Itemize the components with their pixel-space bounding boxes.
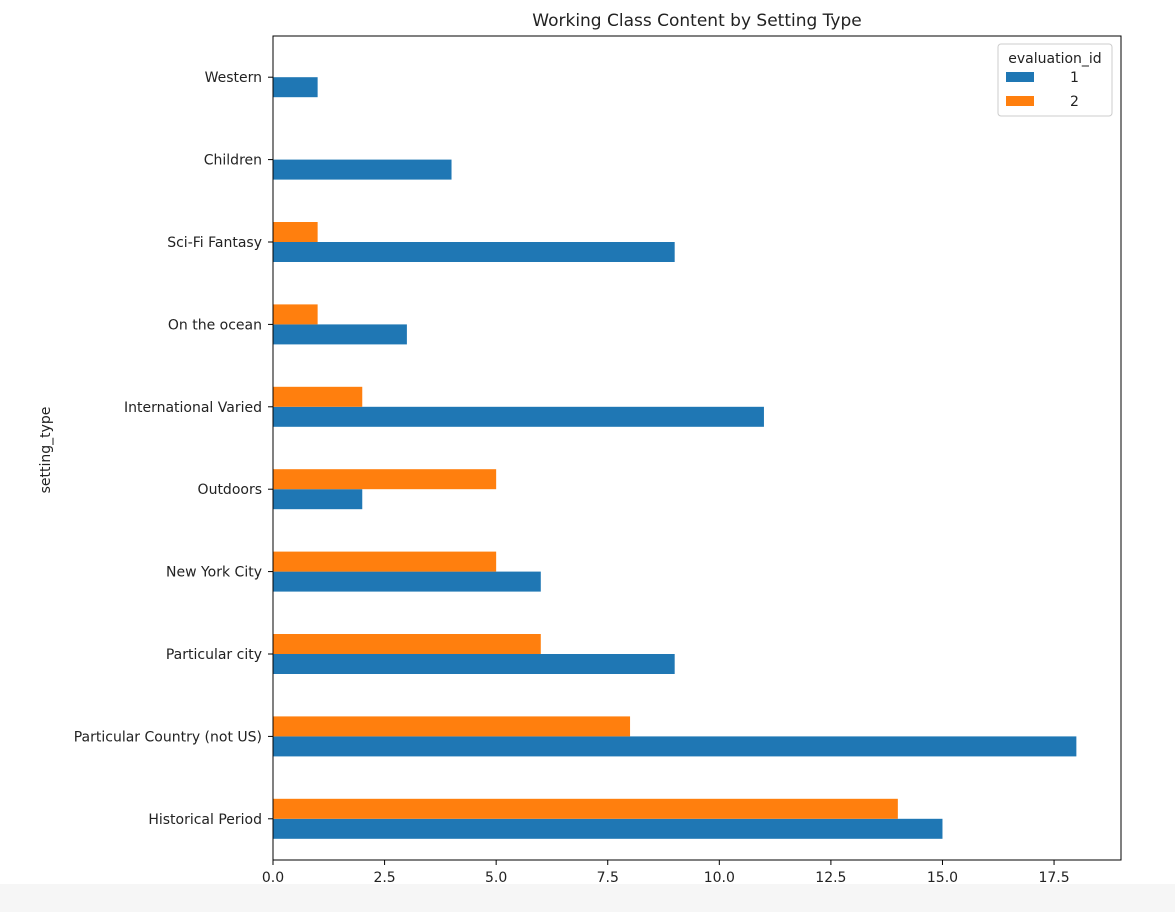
y-ticks: Historical Period Particular Country (not… [74, 70, 273, 828]
plot-frame [272, 35, 1122, 861]
bar-series-2 [273, 634, 541, 654]
y-tick-label: International Varied [124, 400, 262, 416]
x-tick-label: 12.5 [815, 870, 846, 886]
y-tick-label: Historical Period [148, 812, 262, 828]
bar-series-1 [273, 736, 1077, 757]
x-ticks: 0.0 2.5 5.0 7.5 10.0 12.5 15.0 17.5 [262, 860, 1070, 886]
bars-layer [273, 77, 1077, 839]
chart-title: Working Class Content by Setting Type [532, 11, 861, 31]
bar-series-1 [273, 654, 675, 674]
y-tick-label: On the ocean [168, 317, 262, 333]
bar-series-2 [273, 222, 318, 242]
y-tick-label: Western [205, 70, 262, 86]
legend-label: 1 [1070, 70, 1079, 86]
bar-series-2 [273, 469, 497, 490]
x-tick-label: 2.5 [373, 870, 395, 886]
x-tick-label: 10.0 [704, 870, 735, 886]
bar-series-2 [273, 551, 497, 572]
bar-series-1 [273, 77, 318, 98]
bar-series-1 [273, 242, 675, 262]
legend: evaluation_id 1 2 [997, 43, 1113, 117]
y-tick-label: Particular Country (not US) [74, 729, 262, 745]
bar-series-2 [273, 304, 318, 325]
bar-series-1 [273, 571, 541, 592]
x-tick-label: 5.0 [485, 870, 507, 886]
bar-series-2 [273, 716, 631, 737]
bar-series-1 [273, 324, 407, 345]
x-tick-label: 17.5 [1038, 870, 1069, 886]
x-tick-label: 15.0 [927, 870, 958, 886]
bar-series-2 [273, 386, 363, 407]
y-tick-label: Particular city [166, 647, 262, 663]
bar-series-2 [273, 798, 898, 819]
x-tick-label: 7.5 [597, 870, 619, 886]
y-tick-label: Children [204, 153, 262, 169]
y-tick-label: Outdoors [198, 482, 262, 498]
legend-title: evaluation_id [1008, 51, 1101, 67]
bar-series-1 [273, 489, 363, 510]
legend-swatch [1006, 72, 1034, 82]
y-axis-label: setting_type [38, 407, 54, 494]
y-tick-label: New York City [166, 565, 262, 581]
legend-swatch [1006, 96, 1034, 106]
y-tick-label: Sci-Fi Fantasy [167, 235, 262, 251]
bar-series-1 [273, 159, 452, 180]
bar-series-1 [273, 406, 764, 427]
x-tick-label: 0.0 [262, 870, 284, 886]
bottom-strip [0, 884, 1175, 912]
legend-label: 2 [1070, 94, 1079, 110]
bar-series-1 [273, 818, 943, 839]
